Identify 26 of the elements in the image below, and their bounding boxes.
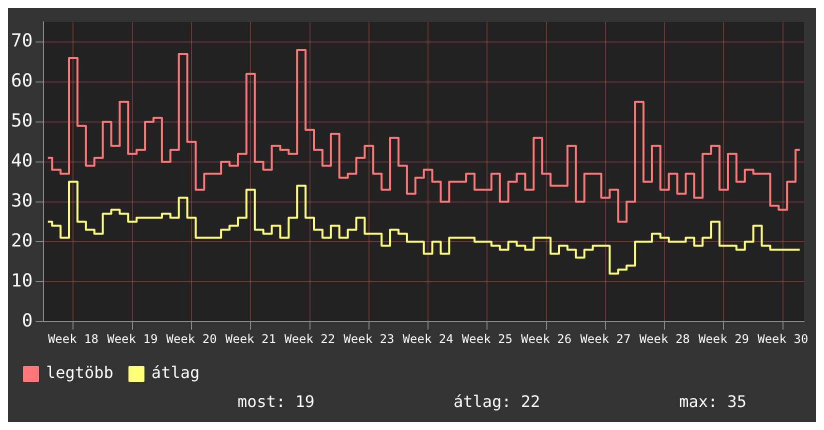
x-tick-label: Week 25	[462, 332, 512, 346]
y-tick-label: 10	[10, 270, 33, 292]
y-tick-label: 60	[10, 70, 33, 92]
x-tick-label: Week 28	[639, 332, 690, 346]
y-tick-label: 20	[10, 230, 33, 252]
legend-label: legtöbb	[46, 363, 114, 382]
x-tick-label: Week 24	[402, 332, 454, 346]
x-tick-label: Week 22	[284, 332, 336, 346]
x-tick-label: Week 27	[580, 332, 631, 346]
y-tick-label: 0	[22, 310, 33, 332]
x-tick-label: Week 30	[758, 332, 808, 346]
x-tick-label: Week 29	[698, 332, 750, 346]
legend-label: átlag	[151, 363, 200, 382]
text: most: 19	[237, 392, 315, 411]
y-tick-label: 70	[10, 30, 33, 52]
text: max: 35	[679, 392, 746, 411]
x-tick-label: Week 20	[166, 332, 217, 346]
text: átlag: 22	[453, 392, 540, 411]
x-tick-label: Week 21	[225, 332, 276, 346]
x-tick-label: Week 19	[107, 332, 158, 346]
x-tick-label: Week 26	[521, 332, 572, 346]
y-tick-label: 40	[10, 150, 33, 172]
x-tick-label: Week 18	[48, 332, 99, 346]
y-tick-label: 30	[10, 190, 33, 212]
y-tick-label: 50	[10, 110, 33, 132]
x-tick-label: Week 23	[344, 332, 394, 346]
